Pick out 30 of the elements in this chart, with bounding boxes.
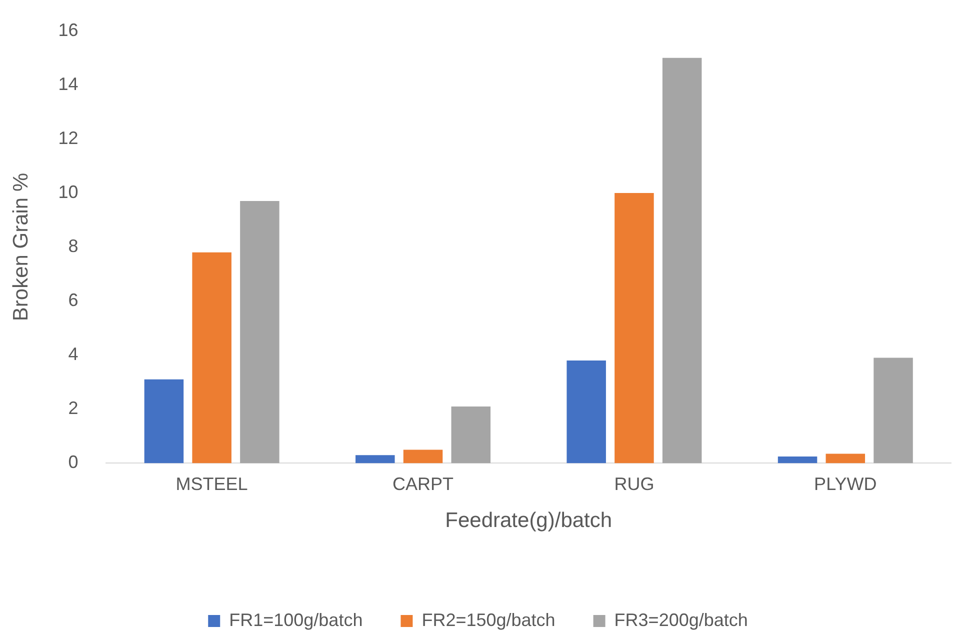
bar — [403, 450, 443, 464]
y-tick-label: 2 — [68, 398, 78, 418]
bar — [826, 454, 866, 464]
y-tick-label: 6 — [68, 290, 78, 310]
legend-label: FR3=200g/batch — [614, 610, 748, 630]
bar — [240, 201, 280, 464]
y-tick-label: 14 — [58, 74, 78, 94]
y-axis-title: Broken Grain % — [9, 172, 32, 322]
legend-label: FR2=150g/batch — [422, 610, 556, 630]
bar — [614, 192, 654, 464]
x-tick-label: RUG — [614, 474, 654, 494]
y-tick-label: 12 — [58, 128, 78, 148]
y-tick-label: 16 — [58, 20, 78, 40]
y-tick-label: 8 — [68, 236, 78, 256]
bar — [192, 252, 232, 464]
legend-label: FR1=100g/batch — [229, 610, 363, 630]
bar — [356, 455, 395, 464]
bar — [662, 58, 702, 464]
x-tick-label: MSTEEL — [176, 474, 248, 494]
x-tick-label: CARPT — [392, 474, 454, 494]
bar — [778, 456, 818, 464]
bar — [451, 406, 491, 464]
bar — [874, 358, 913, 464]
y-tick-label: 4 — [68, 344, 78, 364]
y-tick-label: 10 — [58, 182, 78, 202]
bar — [566, 360, 606, 464]
x-axis-title: Feedrate(g)/batch — [445, 509, 612, 532]
y-tick-label: 0 — [68, 452, 78, 472]
bar — [144, 379, 184, 464]
x-tick-label: PLYWD — [814, 474, 877, 494]
